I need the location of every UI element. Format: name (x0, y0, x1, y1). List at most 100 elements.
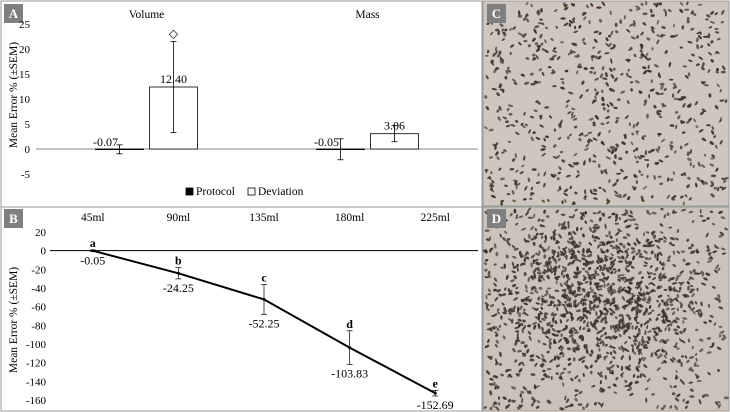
insect-mark (527, 207, 532, 212)
panel-a-category-label: Volume (129, 9, 165, 21)
insect-mark (672, 24, 675, 28)
insect-mark (493, 277, 498, 282)
insect-mark (656, 110, 659, 115)
insect-mark (630, 36, 636, 40)
insect-mark (512, 266, 517, 269)
insect-mark (551, 300, 555, 304)
insect-mark (655, 148, 659, 153)
insect-mark (596, 266, 599, 270)
insect-mark (684, 142, 689, 147)
insect-mark (539, 245, 545, 250)
insect-mark (555, 372, 559, 375)
insect-mark (535, 405, 540, 409)
insect-mark (669, 358, 674, 363)
insect-mark (707, 69, 711, 73)
insect-mark (523, 258, 526, 263)
insect-mark (614, 328, 617, 334)
insect-mark (687, 285, 690, 291)
insect-mark (650, 79, 653, 84)
insect-mark (604, 307, 608, 313)
insect-mark (651, 211, 657, 215)
insect-mark (699, 214, 704, 218)
insect-mark (602, 212, 606, 217)
insect-mark (722, 334, 727, 339)
insect-mark (558, 345, 562, 350)
insect-mark (561, 314, 567, 318)
insect-mark (642, 244, 648, 248)
insect-mark (612, 268, 617, 271)
insect-mark (689, 289, 694, 294)
insect-mark (566, 136, 570, 140)
insect-mark (635, 5, 640, 8)
insect-mark (623, 304, 629, 307)
insect-mark (527, 44, 532, 48)
insect-mark (620, 168, 624, 173)
insect-mark (639, 255, 645, 258)
insect-mark (585, 259, 589, 264)
insect-mark (574, 272, 580, 276)
insect-mark (541, 48, 546, 52)
insect-mark (640, 31, 644, 36)
insect-mark (672, 82, 677, 87)
insect-mark (494, 145, 497, 150)
insect-mark (613, 258, 616, 263)
insect-mark (574, 25, 577, 30)
insect-mark (566, 304, 570, 307)
panel-b-y-tick-label: 0 (41, 246, 47, 258)
insect-mark (612, 383, 617, 387)
insect-mark (594, 95, 597, 100)
insect-mark (615, 231, 620, 236)
insect-mark (682, 65, 687, 68)
insect-mark (550, 38, 554, 41)
insect-mark (601, 141, 605, 146)
insect-mark (675, 370, 678, 374)
insect-mark (540, 295, 545, 298)
insect-mark (631, 347, 635, 353)
insect-mark (635, 160, 639, 164)
insect-mark (530, 136, 534, 142)
insect-mark (572, 230, 577, 235)
insect-mark (602, 267, 606, 272)
insect-mark (493, 243, 497, 249)
insect-mark (669, 141, 674, 144)
insect-mark (605, 115, 611, 120)
panel-c-letter: C (492, 6, 501, 21)
insect-mark (499, 88, 505, 91)
insect-mark (615, 238, 619, 242)
insect-mark (638, 169, 641, 174)
insect-mark (520, 255, 525, 258)
insect-mark (582, 373, 585, 377)
insect-mark (564, 246, 568, 250)
insect-mark (536, 9, 540, 14)
insect-mark (644, 150, 648, 156)
insect-mark (636, 321, 640, 325)
insect-mark (636, 294, 641, 299)
insect-mark (583, 195, 588, 198)
insect-mark (703, 393, 709, 397)
insect-mark (552, 235, 556, 240)
insect-mark (496, 53, 501, 58)
insect-mark (576, 70, 579, 75)
insect-mark (571, 111, 574, 117)
insect-mark (712, 285, 716, 289)
insect-mark (487, 293, 492, 296)
insect-mark (720, 70, 726, 74)
insect-mark (564, 326, 569, 329)
insect-mark (676, 325, 681, 329)
insect-mark (659, 223, 664, 227)
insect-mark (591, 384, 596, 388)
insect-mark (669, 35, 676, 38)
insect-mark (525, 18, 530, 23)
insect-mark (520, 263, 523, 267)
insect-mark (557, 300, 562, 304)
insect-mark (719, 231, 725, 236)
insect-mark (719, 186, 724, 189)
insect-mark (698, 34, 702, 40)
insect-mark (557, 136, 562, 140)
insect-mark (638, 357, 641, 364)
insect-mark (588, 242, 593, 246)
insect-mark (564, 405, 570, 409)
insect-mark (487, 355, 492, 359)
insect-mark (537, 218, 541, 222)
insect-mark (638, 350, 641, 356)
